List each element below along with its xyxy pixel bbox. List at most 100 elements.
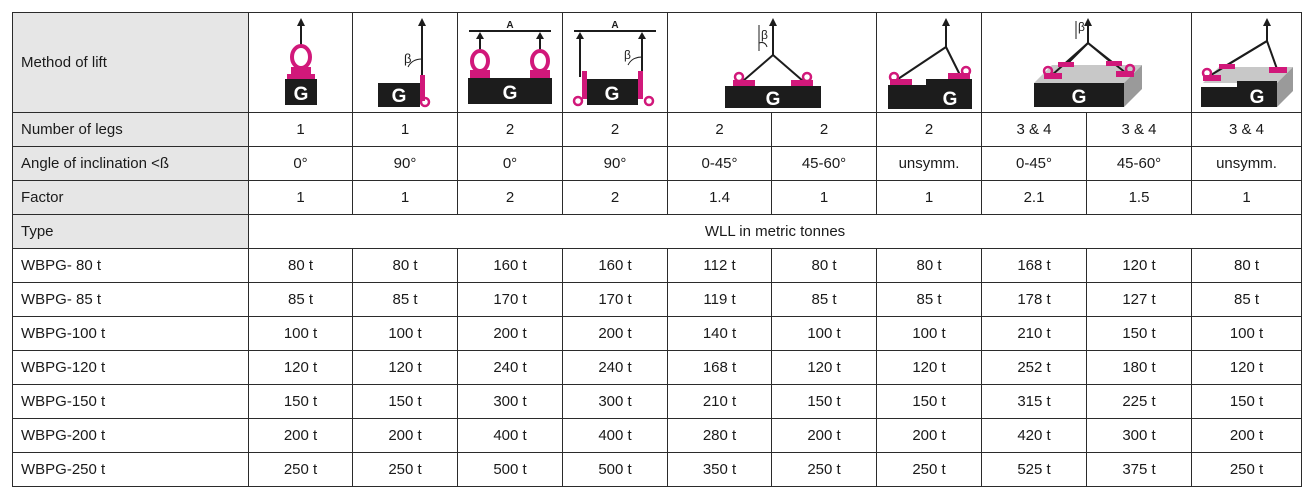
table-row: WBPG- 85 t 85 t 85 t 170 t 170 t 119 t 85 t 85 …: [12, 282, 1302, 317]
type-cell: WBPG-100 t: [12, 316, 249, 351]
load-label: G: [943, 89, 958, 109]
wll-value-cell: 375 t: [1086, 452, 1192, 487]
wll-value-cell: 85 t: [876, 282, 982, 317]
factor-value: 1: [1191, 180, 1302, 215]
wll-value-cell: 250 t: [248, 452, 353, 487]
wll-value-cell: 200 t: [771, 418, 877, 453]
table-row: WBPG- 80 t 80 t 80 t 160 t 160 t 112 t 80 t 80 …: [12, 248, 1302, 283]
angle-value: 45-60°: [771, 146, 877, 181]
wll-value-cell: 168 t: [981, 248, 1087, 283]
table-row: WBPG-250 t 250 t 250 t 500 t 500 t 350 t 250 t…: [12, 452, 1302, 487]
wll-value-cell: 150 t: [248, 384, 353, 419]
legs-value: 2: [667, 112, 772, 147]
type-cell: WBPG-200 t: [12, 418, 249, 453]
factor-value: 1.5: [1086, 180, 1192, 215]
two-leg-90-spread-cell: A β G: [562, 12, 668, 113]
wll-value-cell: 250 t: [771, 452, 877, 487]
wll-value-cell: 100 t: [1191, 316, 1302, 351]
factor-label: Factor: [12, 180, 249, 215]
two-leg-unsymmetric-cell: G: [876, 12, 982, 113]
wll-value-cell: 85 t: [248, 282, 353, 317]
wll-value-cell: 100 t: [352, 316, 458, 351]
wll-value-cell: 315 t: [981, 384, 1087, 419]
wll-value-cell: 150 t: [771, 384, 877, 419]
wll-value-cell: 200 t: [562, 316, 668, 351]
table-row: WBPG-100 t 100 t 100 t 200 t 200 t 140 t 100 t…: [12, 316, 1302, 351]
angle-value: 90°: [352, 146, 458, 181]
legs-value: 2: [771, 112, 877, 147]
wll-value-cell: 120 t: [771, 350, 877, 385]
wll-value-cell: 150 t: [352, 384, 458, 419]
wll-value-cell: 119 t: [667, 282, 772, 317]
factor-value: 1.4: [667, 180, 772, 215]
single-angled-lift-icon: β G: [378, 17, 431, 107]
factor-value: 1: [876, 180, 982, 215]
wll-value-cell: 210 t: [667, 384, 772, 419]
spread-label: A: [506, 20, 513, 31]
two-leg-vertical-spread-icon: A G: [468, 20, 552, 104]
wll-value-cell: 250 t: [1191, 452, 1302, 487]
wll-value-cell: 240 t: [562, 350, 668, 385]
angle-value: unsymm.: [1191, 146, 1302, 181]
angle-row: Angle of inclination <ß 0° 90° 0° 90° 0-…: [12, 146, 1302, 181]
wll-value-cell: 85 t: [352, 282, 458, 317]
wll-value-cell: 100 t: [248, 316, 353, 351]
angle-value: 0-45°: [981, 146, 1087, 181]
legs-row: Number of legs 1 1 2 2 2 2 2 3 & 4 3 & 4…: [12, 112, 1302, 147]
legs-value: 2: [876, 112, 982, 147]
angle-value: 0°: [248, 146, 353, 181]
type-cell: WBPG-150 t: [12, 384, 249, 419]
angle-label: Angle of inclination <ß: [12, 146, 249, 181]
wll-value-cell: 140 t: [667, 316, 772, 351]
multi-leg-bridle-cell: β G: [981, 12, 1192, 113]
legs-label: Number of legs: [12, 112, 249, 147]
method-label: Method of lift: [12, 12, 249, 113]
load-label: G: [1071, 87, 1086, 108]
wll-value-cell: 525 t: [981, 452, 1087, 487]
load-label: G: [503, 83, 518, 104]
type-header-row: Type WLL in metric tonnes: [12, 214, 1302, 249]
wll-value-cell: 150 t: [1086, 316, 1192, 351]
wll-value-cell: 80 t: [1191, 248, 1302, 283]
wll-value-cell: 500 t: [562, 452, 668, 487]
wll-value-cell: 112 t: [667, 248, 772, 283]
wll-value-cell: 168 t: [667, 350, 772, 385]
wll-value-cell: 400 t: [457, 418, 563, 453]
wll-value-cell: 170 t: [457, 282, 563, 317]
angle-value: 0°: [457, 146, 563, 181]
legs-value: 3 & 4: [1086, 112, 1192, 147]
factor-row: Factor 1 1 2 2 1.4 1 1 2.1 1.5 1: [12, 180, 1302, 215]
multi-leg-unsymmetric-icon: G: [1200, 17, 1293, 108]
load-label: G: [1249, 87, 1264, 108]
load-label: G: [392, 86, 407, 107]
wll-value-cell: 80 t: [248, 248, 353, 283]
angle-value: unsymm.: [876, 146, 982, 181]
wll-value-cell: 252 t: [981, 350, 1087, 385]
wll-value-cell: 127 t: [1086, 282, 1192, 317]
two-leg-vertical-spread-cell: A G: [457, 12, 563, 113]
wll-value-cell: 225 t: [1086, 384, 1192, 419]
type-cell: WBPG- 85 t: [12, 282, 249, 317]
angle-value: 0-45°: [667, 146, 772, 181]
wll-value-cell: 180 t: [1086, 350, 1192, 385]
wll-value-cell: 200 t: [876, 418, 982, 453]
type-cell: WBPG- 80 t: [12, 248, 249, 283]
single-vertical-lift-icon: G: [284, 17, 317, 105]
wll-value-cell: 300 t: [457, 384, 563, 419]
type-cell: WBPG-250 t: [12, 452, 249, 487]
two-leg-bridle-icon: β G: [725, 17, 821, 109]
single-vertical-lift-cell: G: [248, 12, 353, 113]
factor-value: 2: [457, 180, 563, 215]
spread-label: A: [611, 20, 618, 31]
wll-caption: WLL in metric tonnes: [248, 214, 1302, 249]
method-row: Method of lift G: [12, 12, 1302, 113]
wll-value-cell: 300 t: [1086, 418, 1192, 453]
wll-value-cell: 200 t: [248, 418, 353, 453]
factor-value: 1: [771, 180, 877, 215]
factor-value: 2.1: [981, 180, 1087, 215]
wll-value-cell: 420 t: [981, 418, 1087, 453]
angle-symbol: β: [624, 48, 631, 62]
two-leg-unsymmetric-icon: G: [888, 17, 972, 109]
angle-value: 45-60°: [1086, 146, 1192, 181]
wll-value-cell: 80 t: [876, 248, 982, 283]
